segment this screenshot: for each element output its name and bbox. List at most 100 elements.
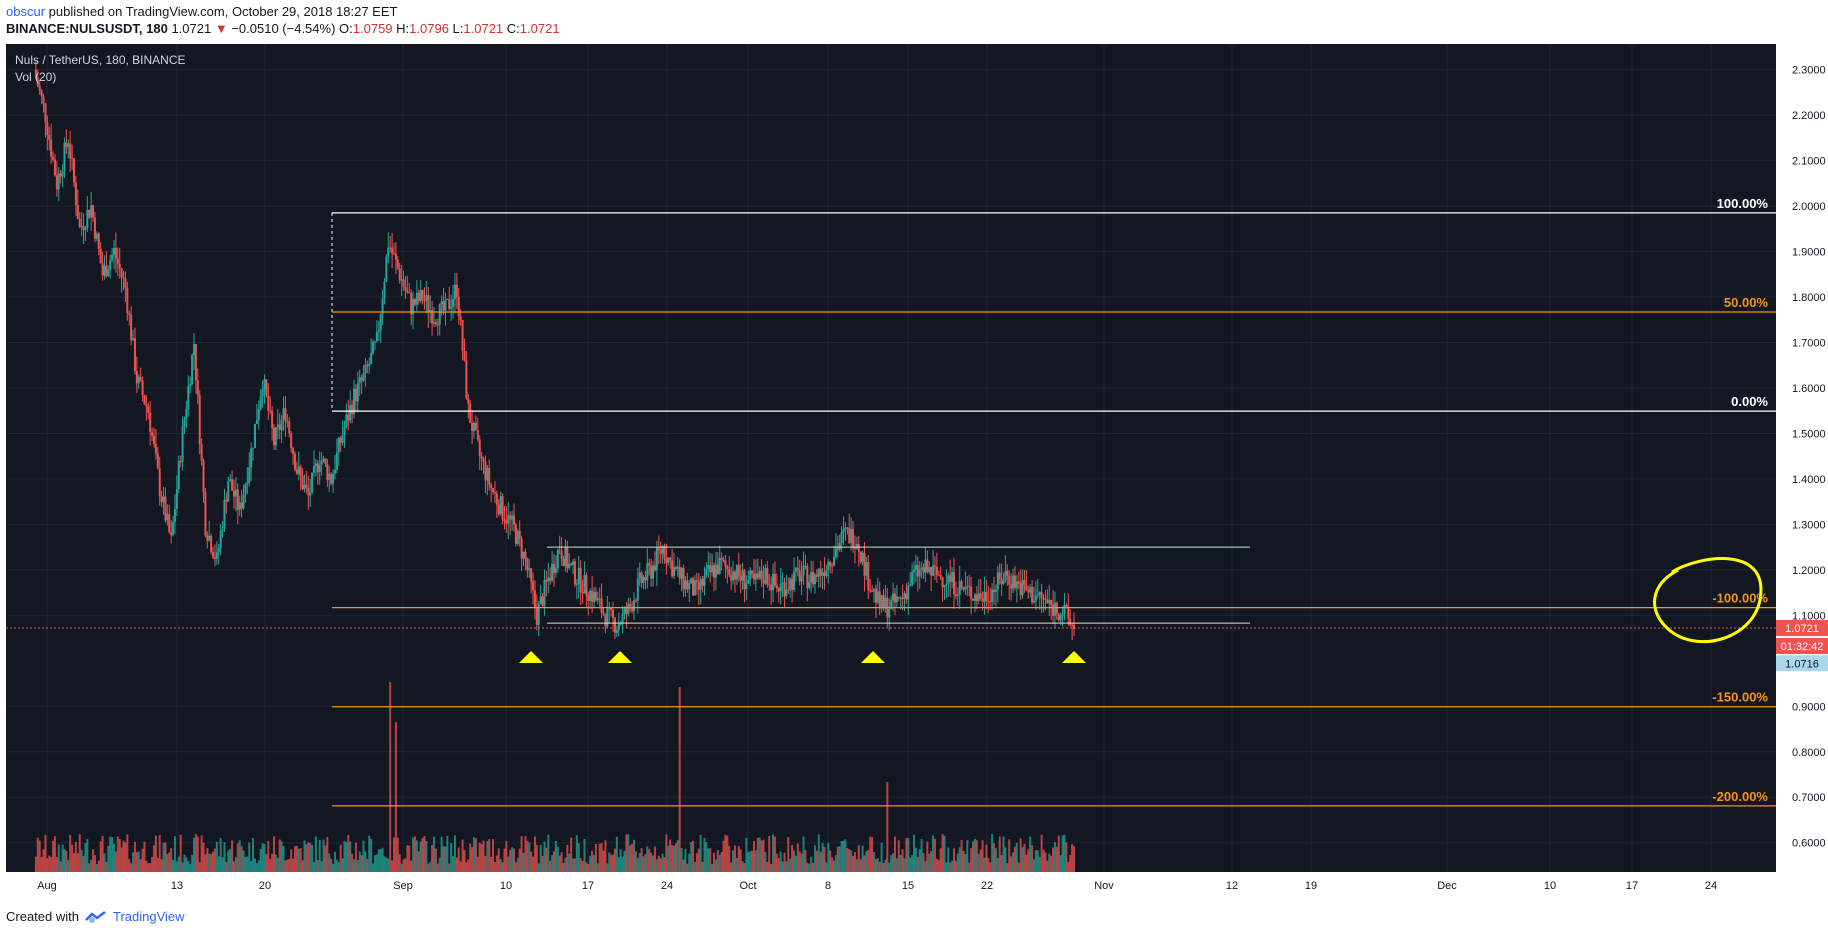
candle-body xyxy=(764,568,767,584)
volume-bar xyxy=(505,841,508,872)
volume-bar xyxy=(610,854,613,872)
candle-body xyxy=(109,260,112,271)
volume-bar xyxy=(665,834,668,872)
volume-bar xyxy=(823,846,826,872)
volume-bar xyxy=(850,850,853,872)
volume-bar xyxy=(307,842,310,872)
volume-bar xyxy=(38,840,41,872)
candle-body xyxy=(753,573,755,580)
volume-bar xyxy=(345,842,348,872)
volume-bar xyxy=(886,782,889,872)
candle-body xyxy=(581,591,584,594)
countdown-tag-text: 01:32:42 xyxy=(1781,641,1824,653)
author-link[interactable]: obscur xyxy=(6,4,46,19)
y-tick-label: 1.9000 xyxy=(1792,247,1826,259)
volume-bar xyxy=(793,850,795,872)
volume-bar xyxy=(34,856,37,872)
volume-bar xyxy=(488,839,491,872)
volume-bar xyxy=(575,835,578,872)
volume-bar xyxy=(716,850,719,872)
volume-bar xyxy=(452,856,455,872)
volume-bar xyxy=(783,852,786,872)
candle-body xyxy=(585,575,588,596)
volume-bar xyxy=(128,858,131,872)
candle-body xyxy=(516,530,519,544)
candle-body xyxy=(533,590,536,608)
volume-bar xyxy=(139,859,142,872)
candle-body xyxy=(749,570,752,580)
y-tick-label: 2.2000 xyxy=(1792,110,1826,122)
candle-body xyxy=(924,559,927,573)
volume-bar xyxy=(695,853,698,872)
candle-body xyxy=(396,259,399,269)
volume-bar xyxy=(1012,852,1015,872)
candle-body xyxy=(853,547,856,549)
volume-bar xyxy=(341,858,344,872)
volume-bar xyxy=(160,859,163,872)
volume-bar xyxy=(956,853,959,872)
candle-body xyxy=(657,548,660,551)
volume-bar xyxy=(442,846,445,872)
candle-body xyxy=(537,603,540,625)
candle-body xyxy=(928,567,931,573)
volume-bar xyxy=(467,859,470,872)
created-with-text: Created with xyxy=(6,909,79,924)
volume-bar xyxy=(657,855,660,872)
candle-body xyxy=(1040,592,1043,599)
candle-body xyxy=(208,535,211,541)
volume-bar xyxy=(213,848,216,872)
candle-body xyxy=(248,467,251,483)
candle-body xyxy=(389,247,392,249)
volume-bar xyxy=(897,840,900,872)
candle-body xyxy=(935,566,938,575)
volume-bar xyxy=(914,847,917,872)
candle-body xyxy=(48,135,51,140)
high-value: 1.0796 xyxy=(409,21,449,36)
close-label: C: xyxy=(506,21,520,36)
candle-body xyxy=(453,284,456,299)
volume-bar xyxy=(920,839,923,872)
volume-bar xyxy=(532,856,535,872)
candle-body xyxy=(598,598,601,600)
candle-body xyxy=(490,484,493,488)
volume-bar xyxy=(372,863,375,872)
volume-bar xyxy=(876,857,879,872)
volume-bar xyxy=(90,859,93,872)
volume-bar xyxy=(362,840,365,872)
price-axis[interactable]: 2.3000 2.2000 2.1000 2.0000 1.9000 1.8000 1.70… xyxy=(1776,44,1828,895)
drawings: 100.00% 50.00% 0.00% -100.00% -150.00% -200.0… xyxy=(6,196,1776,807)
candle-body xyxy=(229,479,232,482)
volume-bar xyxy=(718,854,721,872)
candle-body xyxy=(309,492,312,496)
candle-body xyxy=(143,395,146,404)
volume-bar xyxy=(379,849,382,872)
candle-body xyxy=(956,595,959,597)
candle-body xyxy=(156,453,159,469)
candle-body xyxy=(804,565,807,567)
candle-body xyxy=(52,156,55,160)
y-tick-label: 1.1000 xyxy=(1792,610,1826,622)
candle-body xyxy=(482,458,485,462)
volume-bar xyxy=(1044,852,1047,872)
tradingview-brand-link[interactable]: TradingView xyxy=(112,909,185,924)
candle-body xyxy=(741,570,744,581)
volume-bar xyxy=(572,858,575,872)
candle-body xyxy=(400,279,403,281)
price-chart[interactable]: 100.00% 50.00% 0.00% -100.00% -150.00% -200.0… xyxy=(0,0,1828,895)
volume-bar xyxy=(533,836,536,872)
candle-body xyxy=(257,409,260,420)
candle-body xyxy=(522,551,525,559)
volume-bar xyxy=(1069,855,1072,872)
candle-body xyxy=(573,561,576,585)
candle-body xyxy=(688,583,691,590)
candle-body xyxy=(417,293,420,301)
candle-body xyxy=(751,570,754,574)
volume-bar xyxy=(377,849,380,872)
volume-bar xyxy=(543,841,546,872)
candle-body xyxy=(520,538,523,559)
volume-bar xyxy=(714,859,717,872)
y-tick-label: 2.3000 xyxy=(1792,65,1826,77)
volume-bar xyxy=(874,859,877,872)
y-tick-label: 2.0000 xyxy=(1792,201,1826,213)
time-axis[interactable]: Aug 13 20 Sep 10 17 24 Oct 8 15 22 Nov 12 19 Dec 10 17 24 xyxy=(0,872,1828,895)
